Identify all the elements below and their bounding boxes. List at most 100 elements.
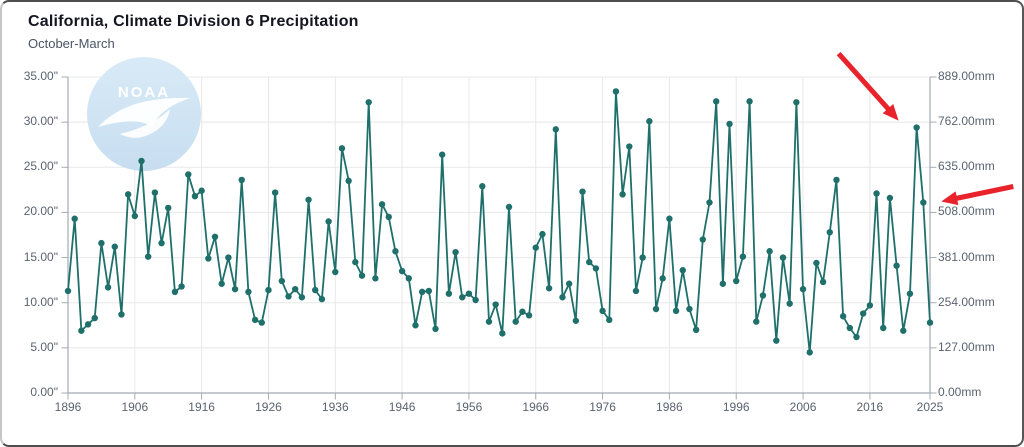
data-point-1920[interactable] <box>225 254 232 261</box>
data-point-2022[interactable] <box>906 290 914 297</box>
data-point-1950[interactable] <box>425 287 433 295</box>
data-point-1929[interactable] <box>285 293 292 300</box>
data-point-1896[interactable] <box>64 287 72 295</box>
data-point-2016[interactable] <box>866 302 874 309</box>
data-point-1938[interactable] <box>345 177 352 185</box>
data-point-1967[interactable] <box>539 230 546 238</box>
data-point-1906[interactable] <box>131 212 139 220</box>
data-point-1954[interactable] <box>452 248 459 256</box>
data-point-1991[interactable] <box>699 236 707 243</box>
data-point-2018[interactable] <box>880 324 887 332</box>
data-point-1957[interactable] <box>472 296 479 304</box>
data-point-1943[interactable] <box>378 201 386 208</box>
data-point-1942[interactable] <box>372 275 379 282</box>
data-point-1958[interactable] <box>479 183 486 190</box>
data-point-1964[interactable] <box>519 308 526 315</box>
data-point-2020[interactable] <box>893 262 900 269</box>
data-point-1980[interactable] <box>626 143 633 150</box>
data-point-1927[interactable] <box>271 189 279 196</box>
data-point-1990[interactable] <box>692 326 700 333</box>
data-point-1983[interactable] <box>646 118 653 125</box>
data-point-1916[interactable] <box>198 187 205 194</box>
data-point-1992[interactable] <box>706 199 713 206</box>
data-point-2001[interactable] <box>766 248 773 255</box>
data-point-1959[interactable] <box>485 318 493 325</box>
data-point-1901[interactable] <box>98 239 105 247</box>
data-point-1972[interactable] <box>572 317 580 324</box>
data-point-1936[interactable] <box>332 268 339 276</box>
data-point-2017[interactable] <box>873 190 880 197</box>
data-point-2008[interactable] <box>813 259 820 267</box>
data-point-1911[interactable] <box>165 204 172 212</box>
data-point-1973[interactable] <box>579 188 586 195</box>
data-point-1933[interactable] <box>312 286 319 294</box>
data-point-1996[interactable] <box>733 277 740 285</box>
data-point-1974[interactable] <box>586 258 593 266</box>
data-point-1960[interactable] <box>492 301 499 308</box>
data-point-1904[interactable] <box>118 311 125 318</box>
data-point-1977[interactable] <box>606 316 613 324</box>
data-point-1963[interactable] <box>512 318 519 325</box>
data-point-2014[interactable] <box>853 333 860 341</box>
data-point-1949[interactable] <box>418 288 426 296</box>
data-point-1915[interactable] <box>191 192 199 200</box>
data-point-1951[interactable] <box>432 325 439 333</box>
data-point-1998[interactable] <box>746 98 753 105</box>
data-point-1993[interactable] <box>712 98 720 105</box>
data-point-1962[interactable] <box>505 203 513 211</box>
data-point-1905[interactable] <box>124 191 132 198</box>
data-point-1985[interactable] <box>659 275 666 282</box>
data-point-1978[interactable] <box>612 88 620 95</box>
data-point-1999[interactable] <box>753 318 760 325</box>
data-point-1912[interactable] <box>171 288 179 296</box>
data-point-1910[interactable] <box>158 239 165 247</box>
data-point-1903[interactable] <box>111 243 118 250</box>
data-point-1944[interactable] <box>385 213 392 221</box>
data-point-1986[interactable] <box>666 215 673 222</box>
data-point-1935[interactable] <box>325 218 332 225</box>
data-point-1987[interactable] <box>672 307 680 315</box>
data-point-1956[interactable] <box>465 290 473 297</box>
data-point-1941[interactable] <box>365 99 372 106</box>
data-point-1947[interactable] <box>405 275 412 282</box>
data-point-2006[interactable] <box>799 285 807 293</box>
data-point-1928[interactable] <box>278 277 286 285</box>
data-point-1946[interactable] <box>398 267 406 275</box>
data-point-1961[interactable] <box>499 330 506 337</box>
data-point-2023[interactable] <box>913 124 920 131</box>
data-point-1899[interactable] <box>84 321 92 328</box>
data-point-1952[interactable] <box>439 151 446 158</box>
data-point-2015[interactable] <box>859 310 867 317</box>
data-point-1975[interactable] <box>592 265 600 272</box>
data-point-1932[interactable] <box>305 196 312 203</box>
data-point-1965[interactable] <box>525 312 533 319</box>
data-point-2021[interactable] <box>900 327 907 334</box>
data-point-1930[interactable] <box>291 285 299 293</box>
data-point-1995[interactable] <box>726 120 733 128</box>
data-point-1931[interactable] <box>298 294 306 301</box>
data-point-1921[interactable] <box>231 285 239 293</box>
data-point-1971[interactable] <box>565 280 573 287</box>
data-point-2005[interactable] <box>793 99 800 106</box>
data-point-1914[interactable] <box>185 171 192 178</box>
data-point-1918[interactable] <box>211 233 219 241</box>
data-point-2013[interactable] <box>846 324 854 332</box>
data-point-1908[interactable] <box>144 253 152 260</box>
data-point-1969[interactable] <box>552 126 559 133</box>
data-point-1997[interactable] <box>739 253 747 260</box>
data-point-1984[interactable] <box>652 305 660 313</box>
data-point-1981[interactable] <box>632 287 640 295</box>
data-point-1988[interactable] <box>679 267 686 274</box>
data-point-2003[interactable] <box>779 254 787 261</box>
data-point-1926[interactable] <box>265 286 272 294</box>
data-point-1940[interactable] <box>358 272 366 279</box>
data-point-2000[interactable] <box>759 292 767 299</box>
data-point-1979[interactable] <box>619 191 626 198</box>
data-point-1945[interactable] <box>392 248 399 255</box>
data-point-1897[interactable] <box>71 215 78 222</box>
data-point-1898[interactable] <box>78 327 85 334</box>
data-point-1955[interactable] <box>459 294 466 301</box>
data-point-1909[interactable] <box>151 189 159 196</box>
data-point-1900[interactable] <box>91 314 98 322</box>
data-point-2002[interactable] <box>773 337 780 344</box>
